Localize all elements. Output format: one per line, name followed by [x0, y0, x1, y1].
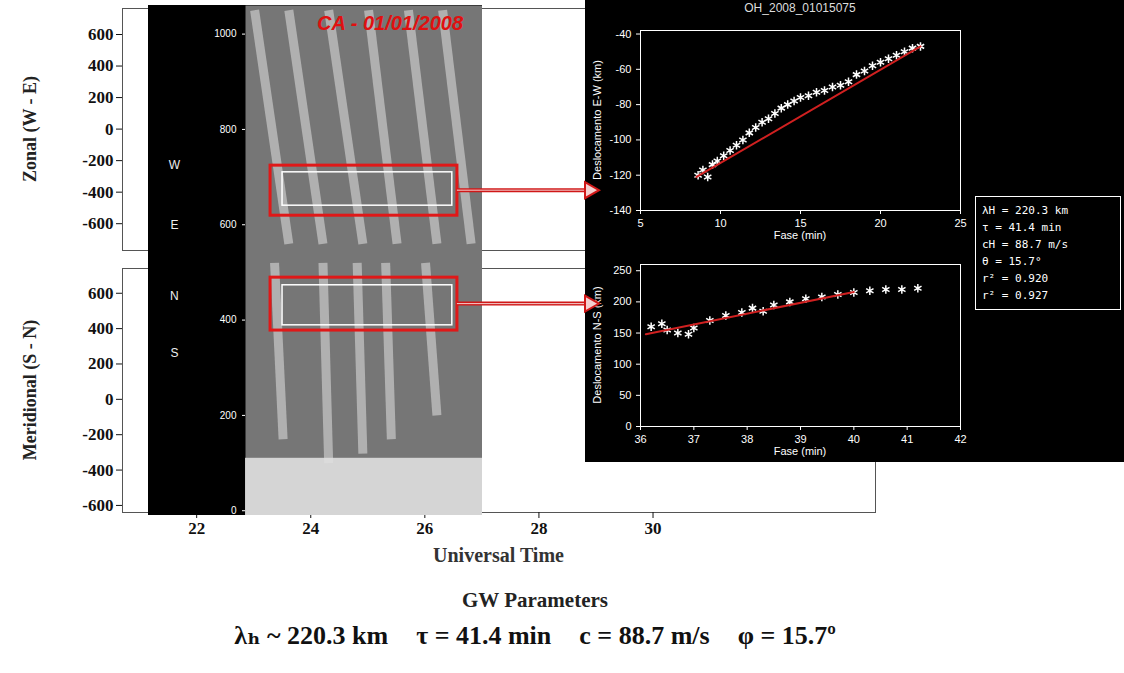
html-text:Deslocamento E-W (km): Deslocamento E-W (km) — [591, 60, 603, 180]
svg-text:600: 600 — [88, 284, 114, 303]
svg-text:-100: -100 — [609, 133, 631, 145]
svg-text:1000: 1000 — [214, 28, 237, 39]
svg-text:-60: -60 — [616, 63, 632, 75]
svg-text:0: 0 — [231, 505, 237, 515]
svg-text:-400: -400 — [82, 183, 113, 202]
svg-text:-400: -400 — [82, 461, 113, 480]
svg-text:400: 400 — [220, 314, 237, 325]
svg-text:36: 36 — [634, 433, 646, 445]
svg-text:40: 40 — [848, 433, 860, 445]
svg-text:-140: -140 — [609, 204, 631, 216]
html-text:c = 88.7 m/s: c = 88.7 m/s — [579, 621, 710, 650]
html-text:CA - 01/01/2008: CA - 01/01/2008 — [317, 12, 463, 34]
svg-text:30: 30 — [645, 519, 662, 538]
svg-text:400: 400 — [88, 319, 114, 338]
svg-text:26: 26 — [416, 519, 433, 538]
svg-text:600: 600 — [88, 25, 114, 44]
html-text:Zonal (W - E): Zonal (W - E) — [19, 75, 40, 183]
svg-text:W: W — [169, 158, 181, 172]
svg-text:25: 25 — [954, 217, 966, 229]
svg-text:0: 0 — [105, 120, 114, 139]
svg-text:-200: -200 — [82, 425, 113, 444]
svg-text:24: 24 — [302, 519, 320, 538]
svg-text:800: 800 — [220, 124, 237, 135]
svg-text:150: 150 — [613, 327, 631, 339]
svg-text:15: 15 — [794, 217, 806, 229]
svg-text:20: 20 — [874, 217, 886, 229]
svg-text:200: 200 — [613, 295, 631, 307]
html-text:GW Parameters: GW Parameters — [462, 588, 608, 612]
html-text:Fase (min): Fase (min) — [773, 229, 827, 241]
svg-text:39: 39 — [794, 433, 806, 445]
svg-text:-200: -200 — [82, 151, 113, 170]
svg-text:200: 200 — [88, 354, 114, 373]
svg-text:-40: -40 — [616, 28, 632, 40]
svg-text:38: 38 — [741, 433, 753, 445]
html-text:r² = 0.920: r² = 0.920 — [982, 272, 1049, 285]
svg-text:600: 600 — [220, 219, 237, 230]
svg-text:-600: -600 — [82, 214, 113, 233]
svg-text:400: 400 — [88, 56, 114, 75]
svg-text:-120: -120 — [609, 169, 631, 181]
svg-text:250: 250 — [613, 264, 631, 276]
svg-text:200: 200 — [88, 88, 114, 107]
svg-text:5: 5 — [637, 217, 643, 229]
html-text:τ = 41.4 min: τ = 41.4 min — [982, 221, 1062, 234]
html-text:Fase (min): Fase (min) — [773, 445, 827, 457]
html-text:cH = 88.7 m/s: cH = 88.7 m/s — [982, 238, 1069, 251]
svg-text:E: E — [170, 218, 178, 232]
html-text:r² = 0.927: r² = 0.927 — [982, 289, 1049, 302]
svg-text:100: 100 — [613, 358, 631, 370]
svg-text:0: 0 — [625, 420, 631, 432]
html-text:φ = 15.7º: φ = 15.7º — [737, 621, 836, 650]
svg-text:-80: -80 — [616, 98, 632, 110]
html-text:λH = 220.3 km: λH = 220.3 km — [982, 204, 1069, 217]
svg-text:42: 42 — [954, 433, 966, 445]
svg-text:37: 37 — [688, 433, 700, 445]
html-text:τ = 41.4 min: τ = 41.4 min — [416, 621, 552, 650]
html-text:Universal Time: Universal Time — [433, 544, 564, 566]
svg-text:41: 41 — [901, 433, 913, 445]
svg-text:10: 10 — [714, 217, 726, 229]
html-text:Meridional (S - N): Meridional (S - N) — [19, 319, 40, 461]
svg-text:0: 0 — [105, 390, 114, 409]
html-text:λₕ ~ 220.3 km: λₕ ~ 220.3 km — [234, 621, 389, 650]
svg-text:22: 22 — [188, 519, 205, 538]
svg-text:50: 50 — [619, 389, 631, 401]
svg-text:28: 28 — [530, 519, 547, 538]
svg-text:-600: -600 — [82, 496, 113, 515]
svg-text:200: 200 — [220, 410, 237, 421]
html-text:OH_2008_01015075: OH_2008_01015075 — [744, 1, 856, 15]
html-text:θ = 15.7°: θ = 15.7° — [982, 255, 1042, 268]
svg-text:S: S — [170, 346, 178, 360]
html-text:Deslocamento N-S (km): Deslocamento N-S (km) — [591, 286, 603, 404]
svg-text:N: N — [170, 289, 179, 303]
